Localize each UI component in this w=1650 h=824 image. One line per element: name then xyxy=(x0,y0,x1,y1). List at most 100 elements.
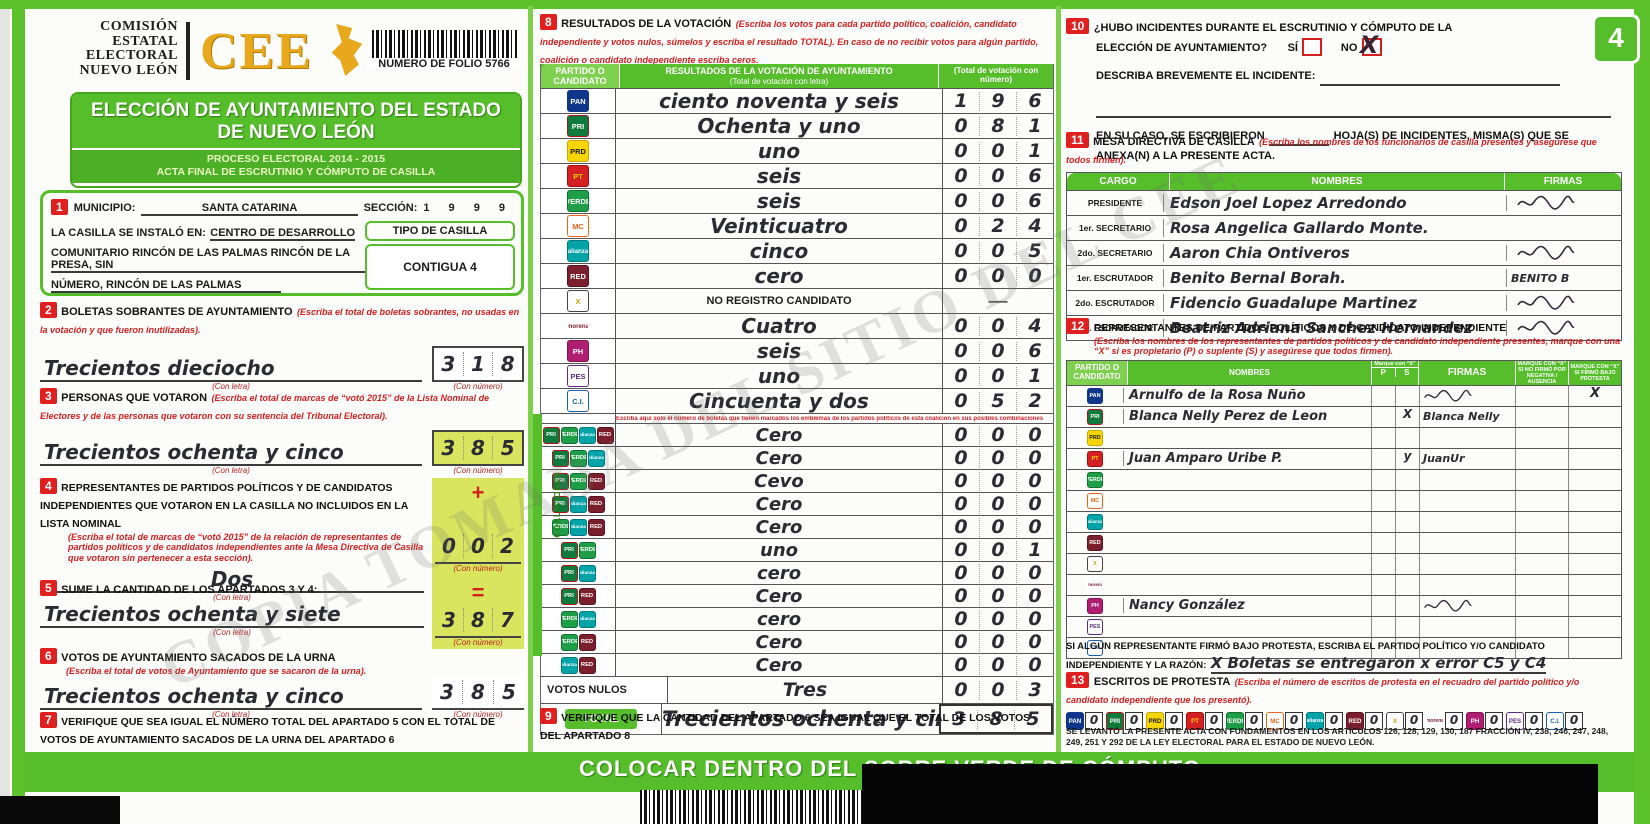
party-result-row: C.I. Cincuenta y dos 0 5 2 xyxy=(541,388,1053,413)
representante-nombre: Blanca Nelly Perez de Leon xyxy=(1123,409,1371,425)
box3-connumero-label: (Con número) xyxy=(453,466,503,475)
party-logo-cell: PRIVERDEalianza xyxy=(541,447,616,469)
humanista-party-icon: PH xyxy=(567,340,589,362)
protesta-mark xyxy=(1568,532,1621,553)
s-mark xyxy=(1395,553,1419,574)
red-party-icon: RED xyxy=(587,472,605,490)
no-x-mark: X xyxy=(1359,31,1379,59)
s-mark xyxy=(1395,490,1419,511)
p-mark xyxy=(1371,385,1395,406)
party-logo-cell: PES xyxy=(541,364,616,388)
protesta-count-box: 0 xyxy=(1325,712,1343,730)
protesta-count-group: PRI 0 xyxy=(1106,712,1143,730)
firma-cell xyxy=(1506,295,1621,311)
party-logo-cell: PRI RED xyxy=(541,585,616,607)
coalition-note: Escriba aquí solo el número de boletas q… xyxy=(616,415,1044,422)
hojas-label1: EN SU CASO, SE ESCRIBIERON xyxy=(1096,130,1265,143)
negativa-mark xyxy=(1515,616,1568,637)
scan-black-corner xyxy=(0,796,120,824)
alianza-party-icon: alianza xyxy=(578,610,596,628)
coalition-result-row: PRI alianza RED Cero 0 0 0 xyxy=(541,492,1053,515)
representante-row: C.I. xyxy=(1067,636,1621,658)
protesta-mark xyxy=(1568,511,1621,532)
box8-note: (Escriba los votos para cada partido pol… xyxy=(540,19,1039,65)
firma-cell xyxy=(1419,490,1515,511)
p-mark xyxy=(1371,574,1395,595)
protesta-count-box: 0 xyxy=(1205,712,1223,730)
prd-party-icon: PRD xyxy=(1146,712,1164,730)
party-logo-cell: PES xyxy=(1067,618,1123,635)
hojas-label3: ANEXA(N) A LA PRESENTE ACTA. xyxy=(1096,150,1276,163)
bottom-barcode xyxy=(640,790,865,824)
s-mark xyxy=(1395,511,1419,532)
col12-party: PARTIDO O CANDIDATO xyxy=(1067,360,1127,385)
protesta-count-box: 0 xyxy=(1565,712,1583,730)
party-result-row: alianza cinco 0 0 5 xyxy=(541,238,1053,263)
box11-table-body: PRESIDENTE Edson Joel Lopez Arredondo 1er.… xyxy=(1067,190,1621,340)
negativa-mark xyxy=(1515,427,1568,448)
tipo-casilla-value: CONTIGUA 4 xyxy=(365,244,515,290)
verde-party-icon: VERDE xyxy=(1087,471,1103,488)
verde-party-icon: VERDE xyxy=(560,633,578,651)
votes-con-letra: Cero xyxy=(755,447,803,469)
box10-question-line1: ¿HUBO INCIDENTES DURANTE EL ESCRUTINIO Y… xyxy=(1093,22,1453,34)
cruzada-party-icon: X xyxy=(567,290,589,312)
votes-con-letra: Cero xyxy=(755,654,803,676)
p-mark xyxy=(1371,490,1395,511)
pan-party-icon: PAN xyxy=(567,90,589,112)
p-mark xyxy=(1371,448,1395,469)
representante-row: VERDE xyxy=(1067,468,1621,490)
votes-con-letra: cero xyxy=(756,608,802,630)
red-party-icon: RED xyxy=(578,587,596,605)
pri-party-icon: PRI xyxy=(560,564,578,582)
mesa-directiva-row: 1er. ESCRUTADOR Benito Bernal Borah. BENIT… xyxy=(1067,265,1621,290)
negativa-mark xyxy=(1515,448,1568,469)
representante-row: RED xyxy=(1067,531,1621,553)
protesta-mark xyxy=(1568,637,1621,658)
municipio-value: SANTA CATARINA xyxy=(141,202,358,216)
protesta-count-group: PRD 0 xyxy=(1146,712,1183,730)
negativa-mark xyxy=(1515,406,1568,427)
protesta-count-box: 0 xyxy=(1245,712,1263,730)
protesta-count-group: C.I. 0 xyxy=(1546,712,1583,730)
box10-question-line2: ELECCIÓN DE AYUNTAMIENTO? xyxy=(1096,42,1268,55)
votes-con-letra: Cero xyxy=(755,493,803,515)
protest-label2: INDEPENDIENTE Y LA RAZÓN: xyxy=(1066,660,1207,671)
no-checkbox: X xyxy=(1360,31,1382,59)
coalition-result-row: PRIVERDEalianza Cero 000 xyxy=(541,446,1053,469)
pt-party-icon: PT xyxy=(567,165,589,187)
morena-party-icon: morena xyxy=(567,315,589,337)
representante-row: PRD xyxy=(1067,426,1621,448)
representante-nombre: Arnulfo de la Rosa Nuño xyxy=(1123,388,1371,404)
votes-con-letra: Cero xyxy=(755,424,803,446)
box4-conletra-label: (Con letra) xyxy=(213,593,251,603)
protesta-count-box: 0 xyxy=(1485,712,1503,730)
negativa-mark xyxy=(1515,595,1568,616)
party-logo-cell: PRIVERDE xyxy=(541,539,616,561)
independiente-party-icon: C.I. xyxy=(1546,712,1564,730)
protesta-mark xyxy=(1568,490,1621,511)
protesta-mark xyxy=(1568,574,1621,595)
party-result-row: morena Cuatro 0 0 4 xyxy=(541,313,1053,338)
box6-conletra-label: (Con letra) xyxy=(212,710,250,720)
box7-verifique: 7 VERIFIQUE QUE SEA IGUAL EL NÚMERO TOTA… xyxy=(40,712,524,748)
protest-handwritten-reason: X Boletas se entregaron x error C5 y C4 xyxy=(1210,654,1547,674)
encuentro-party-icon: PES xyxy=(1087,618,1103,635)
box12-table-body: PAN Arnulfo de la Rosa Nuño X PRI Blanca Nel… xyxy=(1067,384,1621,658)
funcionario-nombre: Rosa Angelica Gallardo Monte. xyxy=(1163,219,1506,237)
representante-row: PES xyxy=(1067,615,1621,637)
box3-personas-votaron: 3 PERSONAS QUE VOTARON (Escriba el total… xyxy=(40,388,524,475)
firma-cell xyxy=(1419,574,1515,595)
col-letra-subheader: (Total de votación con letra) xyxy=(729,77,829,86)
scan-black-redaction xyxy=(862,764,1598,824)
seccion-label: SECCIÓN: xyxy=(363,202,418,214)
verde-party-icon: VERDE xyxy=(567,190,589,212)
